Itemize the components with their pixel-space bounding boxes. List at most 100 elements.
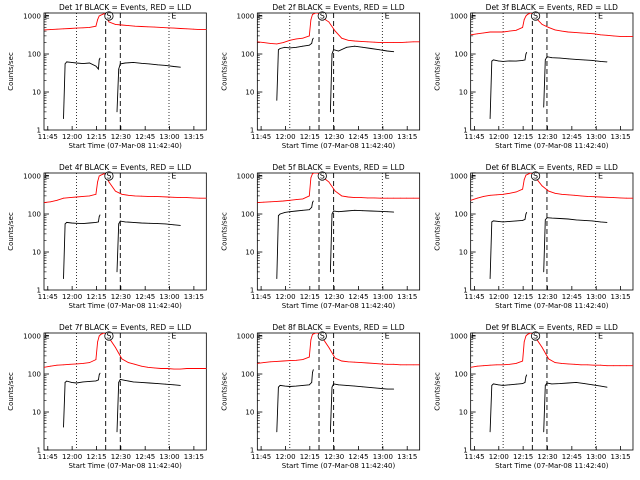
events-point [95, 65, 97, 67]
events-rate-line [543, 217, 608, 272]
lld-point [525, 174, 527, 176]
lld-rate-line [44, 173, 207, 204]
events-point [386, 211, 388, 213]
events-point [567, 218, 569, 220]
x-tick-label: 12:30 [537, 133, 557, 141]
events-point [312, 369, 314, 371]
lld-point [419, 41, 420, 43]
lld-point [373, 363, 375, 364]
events-point [149, 222, 150, 224]
x-tick-label: 12:15 [300, 293, 320, 301]
events-point [575, 59, 577, 60]
saa-marker: S [533, 12, 538, 21]
lld-point [496, 364, 497, 366]
events-point [278, 215, 279, 217]
lld-point [367, 362, 369, 364]
events-point [592, 384, 593, 386]
y-axis-label: Counts/sec [434, 372, 442, 411]
lld-point [606, 365, 608, 367]
x-axis-label: Start Time (07-Mar-08 11:42:40) [495, 302, 609, 310]
lld-point [523, 179, 525, 181]
lld-point [160, 196, 162, 198]
lld-point [328, 181, 330, 183]
events-point [279, 213, 281, 215]
y-tick-label: 1 [37, 447, 41, 455]
lld-point [527, 174, 528, 175]
saa-marker-circle [104, 11, 114, 21]
lld-point [600, 196, 601, 198]
eclipse-marker: E [471, 172, 476, 181]
lld-point [127, 25, 129, 26]
panel-det-3: Det 3f BLACK = Events, RED = LLD 1 10 100 10… [434, 3, 634, 150]
events-point [378, 387, 380, 389]
events-point [276, 278, 278, 279]
events-point [559, 218, 561, 219]
events-point [71, 382, 72, 383]
y-tick-label: 1 [463, 287, 467, 295]
y-tick-label: 1000 [23, 333, 41, 341]
plot-frame [256, 332, 421, 451]
events-point [606, 61, 608, 63]
x-axis-label: Start Time (07-Mar-08 11:42:40) [68, 462, 182, 470]
saa-marker-circle [104, 171, 114, 181]
x-tick-label: 12:00 [489, 133, 509, 141]
events-point [98, 59, 100, 61]
events-point [302, 385, 304, 386]
lld-point [167, 196, 168, 198]
y-tick-label: 100 [28, 371, 41, 379]
events-point [522, 383, 523, 384]
saa-marker: S [106, 332, 111, 341]
x-tick-label: 12:15 [300, 453, 320, 461]
events-point [311, 206, 313, 208]
lld-point [412, 41, 414, 43]
lld-point [63, 197, 64, 199]
y-tick-label: 1000 [237, 13, 255, 21]
events-point [118, 223, 120, 225]
lld-point [341, 360, 343, 362]
events-point [157, 383, 159, 384]
lld-point [548, 358, 549, 360]
lld-point [302, 37, 304, 39]
lld-point [561, 30, 562, 32]
lld-point [115, 347, 116, 348]
events-point [493, 383, 494, 385]
lld-point [567, 31, 569, 33]
events-point [489, 431, 491, 433]
lld-point [489, 31, 491, 33]
panel-title: Det 3f BLACK = Events, RED = LLD [486, 3, 619, 12]
lld-point [82, 363, 84, 364]
panel-title: Det 9f BLACK = Events, RED = LLD [486, 323, 619, 332]
x-tick-label: 11:45 [251, 133, 271, 141]
lld-point [522, 188, 523, 190]
lld-point [496, 194, 497, 196]
lld-point [406, 197, 408, 199]
events-point [600, 385, 601, 387]
events-point [295, 210, 297, 212]
events-point [165, 223, 167, 225]
lld-point [561, 193, 562, 195]
lld-point [470, 34, 472, 36]
x-axis-label: Start Time (07-Mar-08 11:42:40) [495, 462, 609, 470]
lld-point [613, 197, 614, 199]
lld-point [180, 368, 181, 370]
x-axis-label: Start Time (07-Mar-08 11:42:40) [68, 142, 182, 150]
plot-frame [470, 172, 634, 291]
lld-point [619, 365, 621, 367]
lld-point [580, 195, 582, 197]
events-rate-line [63, 373, 101, 428]
y-tick-label: 1 [37, 127, 41, 135]
events-rate-line [489, 52, 528, 119]
events-point [116, 111, 118, 113]
lld-point [496, 31, 497, 33]
events-point [312, 39, 313, 40]
events-point [338, 211, 339, 213]
events-point [278, 386, 279, 388]
lld-point [295, 38, 297, 40]
events-point [157, 223, 159, 225]
lld-point [102, 333, 103, 335]
lld-point [393, 197, 395, 199]
lld-point [89, 27, 90, 28]
events-point [544, 219, 546, 221]
lld-point [317, 13, 318, 14]
lld-point [186, 368, 188, 369]
